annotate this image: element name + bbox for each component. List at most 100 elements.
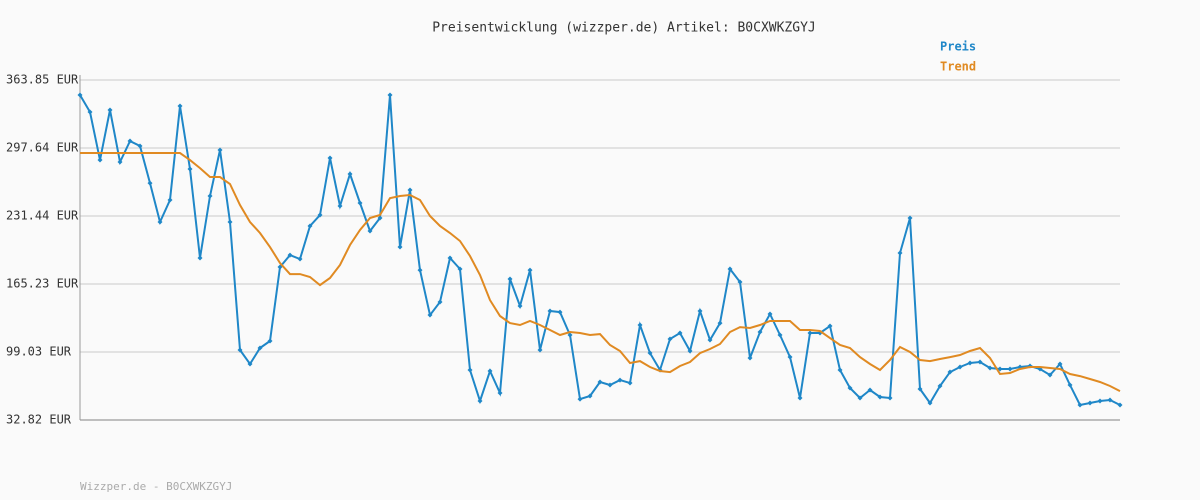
legend-label: Preis [940, 40, 976, 54]
point [217, 147, 223, 153]
point [77, 92, 83, 98]
point [927, 400, 933, 406]
point [917, 386, 923, 392]
point [747, 355, 753, 361]
y-tick-label: 165.23 EUR [6, 277, 79, 291]
series-line [80, 152, 1121, 392]
y-tick-label: 32.82 EUR [6, 413, 72, 427]
point [187, 166, 193, 172]
point [297, 256, 303, 262]
point [957, 364, 963, 370]
point [397, 244, 403, 250]
point [887, 395, 893, 401]
point [937, 383, 943, 389]
point [767, 311, 773, 317]
point [177, 103, 183, 109]
point [1007, 366, 1013, 372]
point [977, 359, 983, 365]
point [677, 330, 683, 336]
point [837, 367, 843, 373]
point [107, 107, 113, 113]
point [687, 348, 693, 354]
point [237, 347, 243, 353]
point [907, 215, 913, 221]
point [647, 350, 653, 356]
point [667, 336, 673, 342]
point [1077, 402, 1083, 408]
point [387, 92, 393, 98]
point [577, 396, 583, 402]
point [207, 193, 213, 199]
point [1107, 397, 1113, 403]
point [347, 171, 353, 177]
point [447, 255, 453, 261]
point [707, 337, 713, 343]
point [967, 360, 973, 366]
y-tick-label: 297.64 EUR [6, 141, 79, 155]
point [727, 266, 733, 272]
footer: Wizzper.de - B0CXWKZGYJ [80, 480, 232, 493]
point [1087, 400, 1093, 406]
point [417, 267, 423, 273]
point [607, 382, 613, 388]
point [337, 203, 343, 209]
point [367, 228, 373, 234]
point [477, 398, 483, 404]
point [717, 320, 723, 326]
point [267, 338, 273, 344]
y-tick-label: 99.03 EUR [6, 344, 72, 358]
point [407, 187, 413, 193]
point [507, 276, 513, 282]
point [627, 380, 633, 386]
point [797, 395, 803, 401]
point [257, 345, 263, 351]
point [1097, 398, 1103, 404]
point [527, 267, 533, 273]
point [787, 354, 793, 360]
point [117, 159, 123, 165]
point [357, 200, 363, 206]
point [737, 279, 743, 285]
point [497, 390, 503, 396]
point [127, 138, 133, 144]
point [287, 252, 293, 258]
point [947, 369, 953, 375]
point [807, 330, 813, 336]
point [557, 309, 563, 315]
point [467, 367, 473, 373]
point [587, 393, 593, 399]
point [247, 361, 253, 367]
point [1067, 382, 1073, 388]
point [827, 323, 833, 329]
point [857, 395, 863, 401]
point [147, 180, 153, 186]
point [637, 322, 643, 328]
point [547, 308, 553, 314]
point [427, 312, 433, 318]
point [867, 387, 873, 393]
point [227, 219, 233, 225]
point [987, 365, 993, 371]
point [87, 109, 93, 115]
point [567, 332, 573, 338]
series-line [79, 94, 1121, 407]
point [897, 250, 903, 256]
chart-title: Preisentwicklung (wizzper.de) Artikel: B… [432, 21, 816, 36]
point [307, 223, 313, 229]
point [697, 308, 703, 314]
point [617, 377, 623, 383]
point [517, 303, 523, 309]
point [437, 299, 443, 305]
point [317, 212, 323, 218]
point [1117, 402, 1123, 408]
point [597, 379, 603, 385]
point [97, 157, 103, 163]
point [537, 347, 543, 353]
point [327, 155, 333, 161]
point [197, 255, 203, 261]
point [1047, 372, 1053, 378]
point [457, 266, 463, 272]
point [487, 368, 493, 374]
point [777, 332, 783, 338]
point [1057, 361, 1063, 367]
